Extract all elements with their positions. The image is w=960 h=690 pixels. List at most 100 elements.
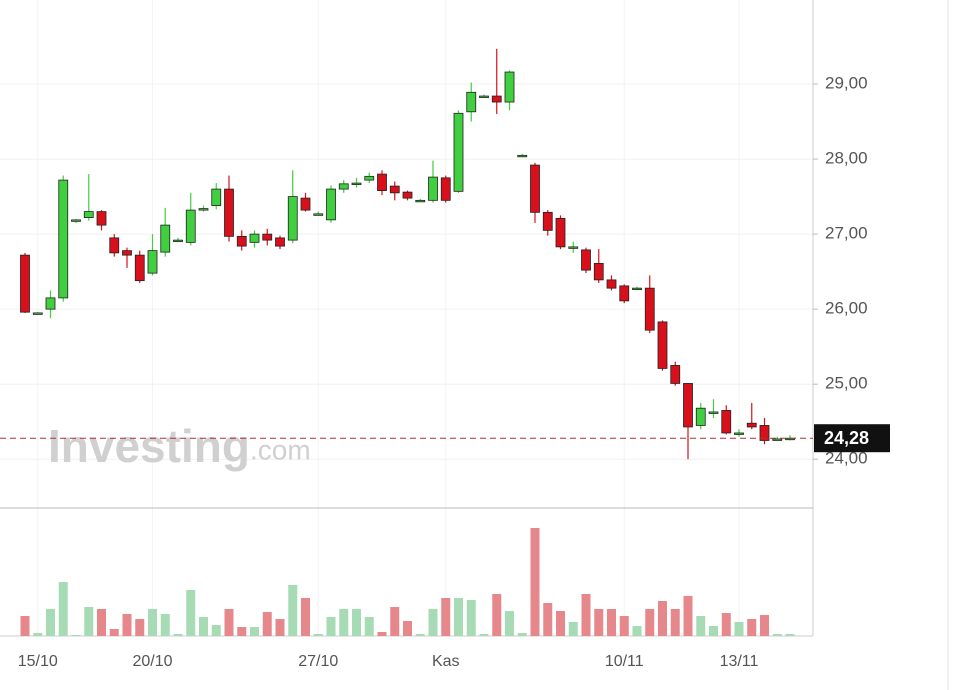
- candle-body: [415, 199, 426, 203]
- candle-body: [313, 213, 324, 216]
- candle-body: [479, 95, 489, 98]
- volume-bar: [556, 611, 565, 636]
- volume-bar: [670, 609, 680, 636]
- volume-bar: [160, 614, 170, 636]
- candle-body: [185, 209, 196, 243]
- candle-body: [632, 287, 642, 291]
- volume-bar: [186, 590, 196, 636]
- candle-body: [58, 179, 69, 299]
- candle-body: [440, 177, 451, 201]
- volume-bar: [403, 621, 412, 636]
- volume-bar: [466, 600, 476, 636]
- volume-bar: [97, 609, 106, 636]
- watermark: Investing: [48, 420, 250, 472]
- volume-bar: [747, 619, 757, 636]
- volume-bar: [364, 617, 374, 636]
- volume-bar: [734, 622, 744, 636]
- candle-body: [275, 237, 285, 247]
- volume-bar: [632, 626, 642, 636]
- volume-bar: [301, 598, 310, 636]
- candle-body: [236, 235, 247, 247]
- candle-body: [708, 411, 719, 414]
- volume-bar: [71, 635, 81, 636]
- candle-body: [606, 279, 617, 289]
- volume-bar: [428, 609, 438, 636]
- candle-body: [453, 112, 464, 192]
- volume-bar: [479, 634, 489, 636]
- volume-bar: [46, 609, 55, 636]
- volume-bar: [224, 609, 234, 636]
- volume-bar: [619, 616, 629, 636]
- volume-bar: [505, 611, 514, 636]
- volume-bar: [58, 582, 68, 636]
- volume-bar: [721, 613, 731, 636]
- volume-bar: [84, 607, 94, 636]
- candle-body: [759, 425, 770, 441]
- candle-body: [619, 285, 630, 302]
- candle-body: [287, 196, 298, 241]
- volume-bar: [173, 634, 183, 636]
- candle-body: [530, 164, 540, 213]
- volume-bar: [785, 634, 795, 636]
- y-tick-label: 24,00: [825, 449, 868, 468]
- volume-bar: [288, 585, 298, 636]
- candle-body: [326, 188, 336, 221]
- x-tick-label: 10/11: [605, 653, 644, 670]
- candle-body: [695, 407, 706, 426]
- candle-body: [338, 183, 349, 190]
- candle-body: [147, 250, 158, 274]
- candle-body: [351, 182, 362, 185]
- volume-bar: [390, 607, 400, 636]
- volume-bar: [683, 596, 693, 636]
- volume-bar: [20, 616, 30, 636]
- volume-bar: [607, 609, 616, 636]
- volume-bar: [415, 634, 425, 636]
- candle-body: [96, 211, 107, 226]
- volume-bar: [709, 626, 718, 636]
- candle-body: [721, 410, 732, 434]
- candle-body: [644, 287, 655, 331]
- candle-body: [173, 239, 183, 243]
- candle-body: [593, 262, 604, 281]
- candle-body: [491, 95, 502, 103]
- x-tick-label: 15/10: [18, 653, 58, 670]
- candle-body: [134, 254, 145, 282]
- candle-body: [122, 250, 132, 256]
- x-tick-label: 20/10: [132, 653, 172, 670]
- candle-body: [20, 254, 30, 313]
- candle-body: [772, 438, 783, 441]
- volume-bar: [581, 594, 591, 636]
- x-tick-label: 13/11: [720, 653, 759, 670]
- y-tick-label: 29,00: [825, 74, 868, 93]
- volume-bar: [33, 633, 43, 636]
- candle-body: [109, 237, 120, 254]
- volume-bar: [262, 612, 272, 636]
- candle-body: [377, 173, 387, 191]
- volume-bar: [760, 615, 769, 636]
- volume-bar: [517, 633, 527, 636]
- candle-body: [555, 217, 566, 248]
- volume-bar: [492, 594, 502, 636]
- candle-body: [504, 71, 515, 103]
- volume-bar: [148, 609, 157, 636]
- volume-bar: [135, 619, 145, 636]
- volume-bar: [109, 629, 119, 636]
- candle-body: [402, 191, 413, 199]
- last-price-label: 24,28: [824, 428, 869, 448]
- volume-bar: [211, 625, 221, 636]
- candle-body: [581, 249, 591, 271]
- last-price-box: [814, 424, 890, 453]
- volume-bar: [313, 634, 323, 636]
- volume-bar: [326, 617, 336, 636]
- volume-bar: [696, 616, 706, 636]
- candle-body: [389, 185, 400, 194]
- volume-bar: [658, 601, 667, 636]
- volume-bar: [454, 598, 463, 636]
- candle-body: [734, 432, 744, 435]
- volume-bar: [645, 609, 655, 636]
- candle-body: [568, 246, 579, 249]
- candle-body: [160, 224, 171, 253]
- candle-body: [466, 91, 477, 113]
- candle-body: [746, 422, 757, 428]
